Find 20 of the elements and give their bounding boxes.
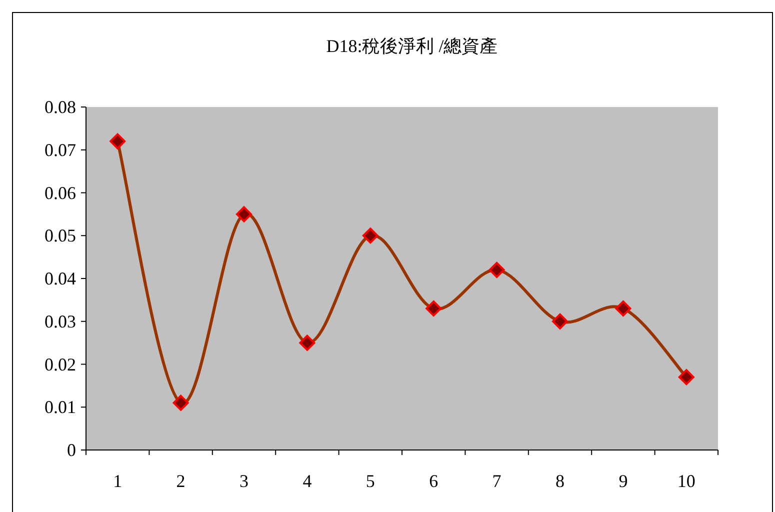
y-tick-label: 0.03 — [44, 311, 76, 332]
x-tick-label: 8 — [556, 471, 564, 491]
y-tick-label: 0 — [67, 440, 76, 460]
y-tick-label: 0.05 — [44, 226, 76, 246]
x-tick-label: 1 — [113, 471, 122, 491]
x-tick-label: 6 — [429, 471, 438, 491]
y-tick-label: 0.07 — [44, 140, 76, 160]
y-tick-label: 0.01 — [44, 397, 76, 418]
x-tick-label: 3 — [240, 471, 248, 491]
x-tick-label: 10 — [677, 471, 696, 491]
y-tick-label: 0.06 — [44, 182, 76, 203]
x-tick-label: 9 — [618, 471, 628, 491]
chart-title: D18:稅後淨利 /總資產 — [326, 36, 498, 56]
y-tick-label: 0.02 — [44, 354, 76, 374]
x-tick-label: 5 — [366, 471, 375, 491]
y-tick-label: 0.04 — [44, 268, 76, 288]
y-tick-label: 0.08 — [44, 97, 76, 117]
x-tick-label: 7 — [492, 471, 502, 491]
x-tick-label: 4 — [302, 471, 312, 491]
x-tick-label: 2 — [176, 471, 186, 491]
